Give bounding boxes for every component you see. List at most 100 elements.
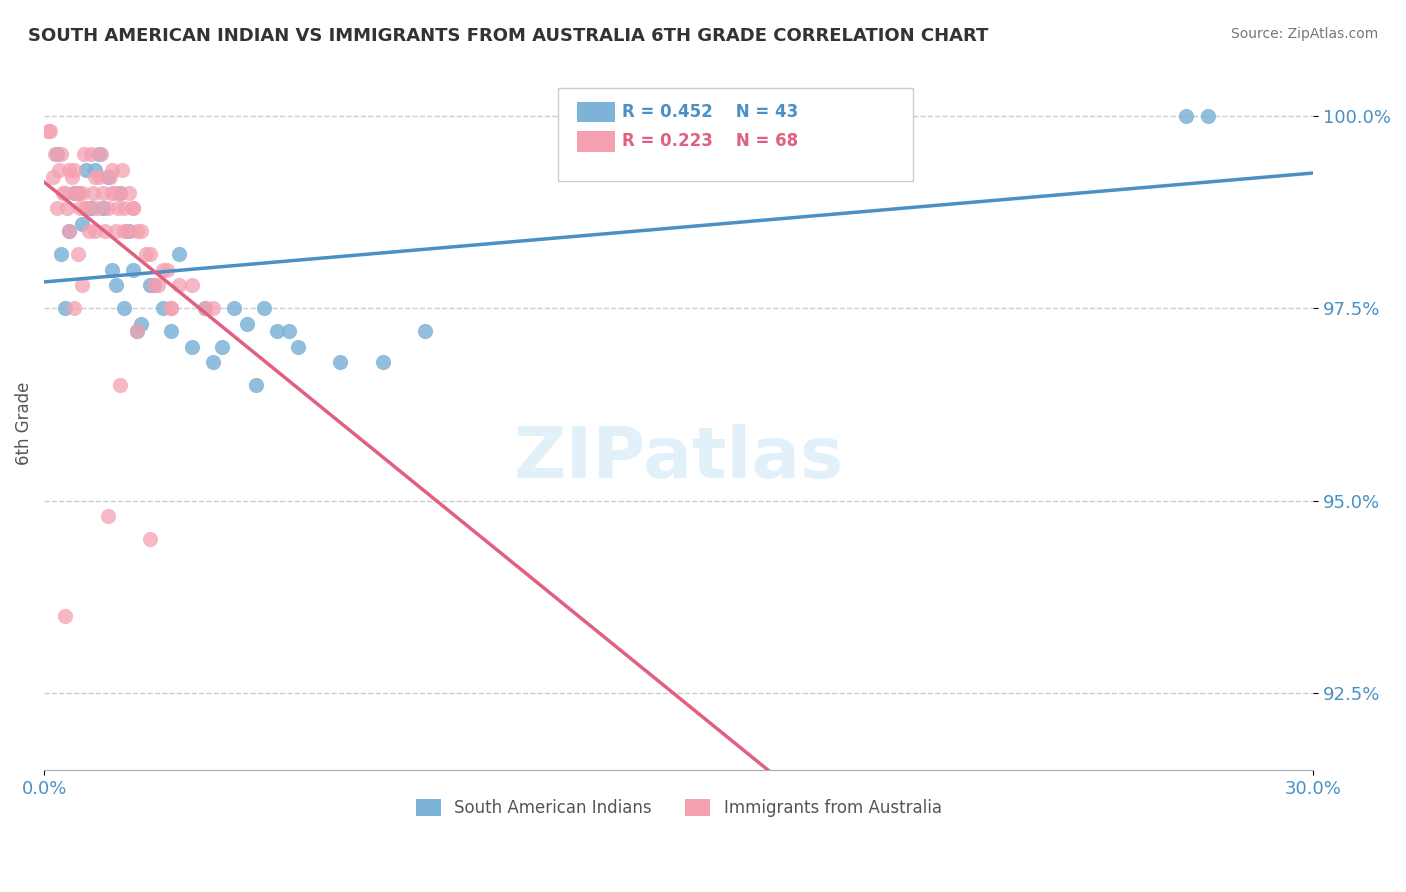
Point (148, 278, 170, 293)
Point (97, 170, 120, 185)
Point (73, 147, 96, 161)
Point (52, 186, 75, 200)
Point (83, 170, 105, 185)
Point (58, 224, 80, 238)
Text: R = 0.452    N = 43: R = 0.452 N = 43 (621, 103, 797, 121)
Point (1197, 109, 1219, 123)
Point (66, 247, 89, 261)
Point (101, 162, 124, 177)
Point (79, 201, 101, 215)
Text: R = 0.223    N = 68: R = 0.223 N = 68 (621, 132, 797, 150)
Point (48, 162, 70, 177)
Point (62, 162, 84, 177)
Point (66, 186, 89, 200)
Point (202, 301, 225, 316)
Point (194, 301, 217, 316)
Text: SOUTH AMERICAN INDIAN VS IMMIGRANTS FROM AUSTRALIA 6TH GRADE CORRELATION CHART: SOUTH AMERICAN INDIAN VS IMMIGRANTS FROM… (28, 27, 988, 45)
Point (139, 532, 162, 546)
Point (75, 201, 97, 215)
Point (122, 201, 145, 215)
Point (87, 147, 110, 161)
Point (103, 186, 125, 200)
Point (70, 278, 93, 293)
Point (131, 224, 153, 238)
Point (58, 162, 80, 177)
Point (160, 324, 183, 338)
Point (329, 355, 352, 369)
Point (122, 201, 145, 215)
Point (49, 147, 72, 161)
Point (41, 170, 63, 185)
Point (91, 201, 114, 215)
Point (69, 201, 91, 215)
Y-axis label: 6th Grade: 6th Grade (15, 382, 32, 466)
Point (105, 278, 128, 293)
Point (236, 317, 259, 331)
Point (44, 147, 66, 161)
Point (101, 262, 124, 277)
Bar (576, 131, 616, 152)
Point (87, 170, 110, 185)
Point (181, 340, 204, 354)
Point (118, 186, 141, 200)
Point (211, 340, 233, 354)
Point (114, 224, 136, 238)
Point (56, 201, 79, 215)
Point (65, 186, 87, 200)
Point (114, 201, 136, 215)
Point (152, 262, 174, 277)
Point (70, 186, 93, 200)
Point (202, 355, 225, 369)
Point (115, 224, 138, 238)
Point (122, 262, 145, 277)
Point (45, 201, 67, 215)
Point (156, 262, 179, 277)
Point (98, 170, 121, 185)
Point (53, 186, 76, 200)
Legend: South American Indians, Immigrants from Australia: South American Indians, Immigrants from … (409, 792, 948, 824)
Point (66, 186, 89, 200)
Text: ZIPatlas: ZIPatlas (513, 424, 844, 493)
Point (143, 278, 166, 293)
Point (107, 201, 129, 215)
Point (152, 301, 174, 316)
Point (83, 162, 105, 177)
Point (287, 340, 309, 354)
Point (60, 170, 83, 185)
Point (83, 224, 105, 238)
Point (253, 301, 276, 316)
Point (169, 278, 191, 293)
FancyBboxPatch shape (558, 87, 914, 181)
Point (266, 324, 288, 338)
Point (118, 224, 141, 238)
Point (110, 186, 132, 200)
Point (160, 301, 183, 316)
Text: Source: ZipAtlas.com: Source: ZipAtlas.com (1230, 27, 1378, 41)
Point (53, 609, 76, 624)
Point (131, 317, 153, 331)
Point (413, 324, 436, 338)
Point (224, 301, 246, 316)
Point (39, 124, 62, 138)
Point (97, 201, 120, 215)
Point (169, 247, 191, 261)
Point (79, 147, 101, 161)
Point (135, 247, 157, 261)
Point (160, 301, 183, 316)
Point (371, 355, 394, 369)
Point (111, 162, 134, 177)
Point (62, 301, 84, 316)
Point (194, 301, 217, 316)
Point (114, 301, 136, 316)
Point (97, 509, 120, 524)
Point (58, 224, 80, 238)
Point (139, 247, 162, 261)
Point (181, 278, 204, 293)
Point (105, 224, 128, 238)
Point (70, 217, 93, 231)
Point (62, 186, 84, 200)
Point (37, 124, 59, 138)
Point (77, 224, 100, 238)
Point (101, 186, 124, 200)
Point (75, 201, 97, 215)
